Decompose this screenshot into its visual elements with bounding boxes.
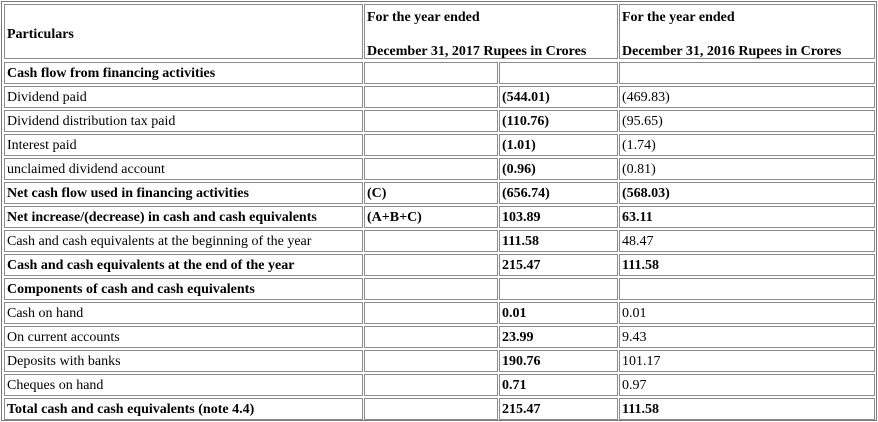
row-value-2016: 48.47 <box>619 230 875 252</box>
row-value-2017: (1.01) <box>499 134 618 156</box>
row-value-2017 <box>499 278 618 300</box>
row-value-2017: 190.76 <box>499 350 618 372</box>
row-value-2016: 101.17 <box>619 350 875 372</box>
row-note <box>364 62 498 84</box>
row-value-2016: (0.81) <box>619 158 875 180</box>
row-value-2017: 215.47 <box>499 254 618 276</box>
row-label: Components of cash and cash equivalents <box>4 278 363 300</box>
row-value-2016: 9.43 <box>619 326 875 348</box>
row-note <box>364 158 498 180</box>
row-value-2016: 111.58 <box>619 398 875 420</box>
header-2017-line2: December 31, 2017 Rupees in Crores <box>367 44 587 59</box>
row-value-2017: (544.01) <box>499 86 618 108</box>
row-label: Cash flow from financing activities <box>4 62 363 84</box>
row-value-2017: (110.76) <box>499 110 618 132</box>
row-note <box>364 110 498 132</box>
header-2016: For the year ended December 31, 2016 Rup… <box>619 4 875 59</box>
row-value-2017: 0.71 <box>499 374 618 396</box>
row-value-2016: (95.65) <box>619 110 875 132</box>
row-value-2017: (0.96) <box>499 158 618 180</box>
row-note <box>364 278 498 300</box>
row-label: Deposits with banks <box>4 350 363 372</box>
row-value-2016 <box>619 62 875 84</box>
row-label: Total cash and cash equivalents (note 4.… <box>4 398 363 420</box>
row-value-2016: 0.01 <box>619 302 875 324</box>
particulars-heading: Particulars <box>7 27 74 42</box>
row-label: unclaimed dividend account <box>4 158 363 180</box>
row-value-2016: (1.74) <box>619 134 875 156</box>
row-value-2016: 0.97 <box>619 374 875 396</box>
row-label: Cash on hand <box>4 302 363 324</box>
row-value-2016: (469.83) <box>619 86 875 108</box>
row-label: Cash and cash equivalents at the end of … <box>4 254 363 276</box>
row-value-2017: 103.89 <box>499 206 618 228</box>
row-label: Dividend paid <box>4 86 363 108</box>
row-label: Cash and cash equivalents at the beginni… <box>4 230 363 252</box>
row-value-2017: 23.99 <box>499 326 618 348</box>
row-value-2016: 63.11 <box>619 206 875 228</box>
row-note <box>364 230 498 252</box>
row-label: Dividend distribution tax paid <box>4 110 363 132</box>
row-value-2016: 111.58 <box>619 254 875 276</box>
header-particulars: Particulars <box>4 4 363 59</box>
row-value-2017: (656.74) <box>499 182 618 204</box>
row-label: Net increase/(decrease) in cash and cash… <box>4 206 363 228</box>
row-value-2017: 0.01 <box>499 302 618 324</box>
row-label: On current accounts <box>4 326 363 348</box>
row-note <box>364 326 498 348</box>
row-note <box>364 134 498 156</box>
row-label: Interest paid <box>4 134 363 156</box>
header-2017: For the year ended December 31, 2017 Rup… <box>364 4 618 59</box>
row-note <box>364 302 498 324</box>
row-note: (C) <box>364 182 498 204</box>
row-label: Net cash flow used in financing activiti… <box>4 182 363 204</box>
header-2017-line1: For the year ended <box>367 10 480 25</box>
row-note <box>364 86 498 108</box>
row-value-2017: 111.58 <box>499 230 618 252</box>
row-value-2017: 215.47 <box>499 398 618 420</box>
header-2016-line1: For the year ended <box>622 10 735 25</box>
row-note <box>364 350 498 372</box>
row-note <box>364 374 498 396</box>
header-2016-line2: December 31, 2016 Rupees in Crores <box>622 44 842 59</box>
row-value-2016 <box>619 278 875 300</box>
row-value-2017 <box>499 62 618 84</box>
row-note: (A+B+C) <box>364 206 498 228</box>
row-note <box>364 254 498 276</box>
row-value-2016: (568.03) <box>619 182 875 204</box>
row-label: Cheques on hand <box>4 374 363 396</box>
row-note <box>364 398 498 420</box>
